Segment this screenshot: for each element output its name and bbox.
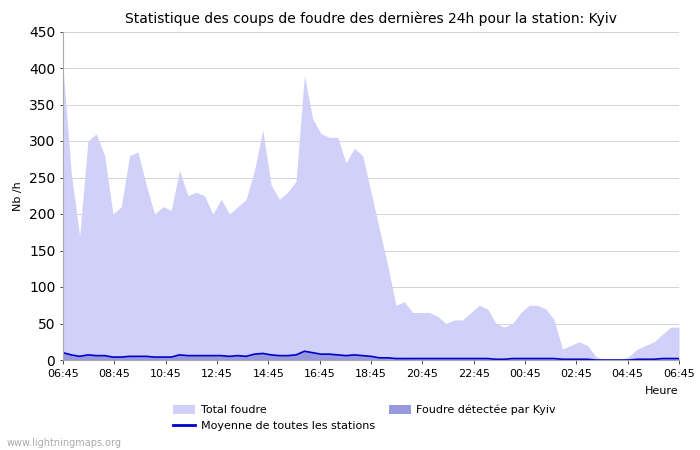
Legend: Total foudre, Moyenne de toutes les stations, Foudre détectée par Kyiv: Total foudre, Moyenne de toutes les stat… — [174, 405, 556, 432]
Text: Heure: Heure — [645, 386, 679, 396]
Y-axis label: Nb /h: Nb /h — [13, 181, 23, 211]
Text: www.lightningmaps.org: www.lightningmaps.org — [7, 438, 122, 448]
Title: Statistique des coups de foudre des dernières 24h pour la station: Kyiv: Statistique des coups de foudre des dern… — [125, 12, 617, 26]
